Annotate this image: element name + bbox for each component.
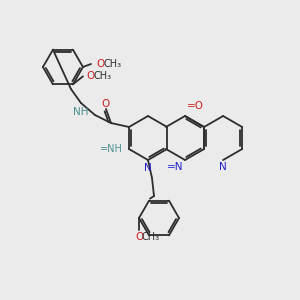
Text: N: N [144,163,152,173]
Text: NH: NH [74,107,89,117]
Text: O: O [102,99,110,109]
Text: CH₃: CH₃ [142,232,160,242]
Text: O: O [135,232,143,242]
Text: CH₃: CH₃ [104,59,122,69]
Text: =NH: =NH [100,144,123,154]
Text: =N: =N [167,162,183,172]
Text: O: O [87,71,95,81]
Text: =O: =O [187,101,204,111]
Text: O: O [97,59,105,69]
Text: N: N [219,162,227,172]
Text: CH₃: CH₃ [94,71,112,81]
